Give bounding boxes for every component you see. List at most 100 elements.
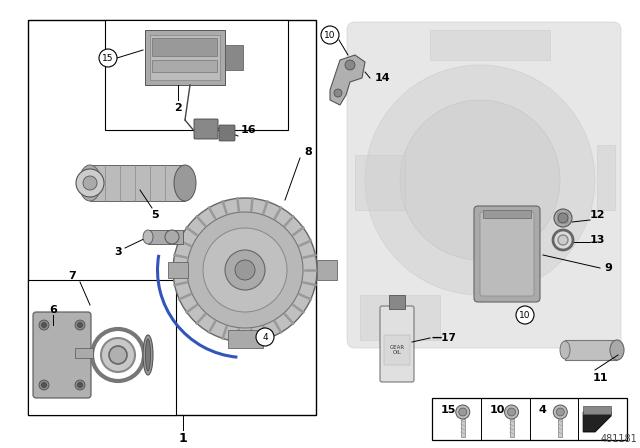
- Circle shape: [400, 100, 560, 260]
- Text: 6: 6: [49, 305, 57, 315]
- Bar: [483, 210, 531, 218]
- Bar: [152, 38, 217, 56]
- Bar: [225, 45, 243, 70]
- Text: —17: —17: [432, 333, 457, 343]
- Text: 4: 4: [262, 332, 268, 341]
- Circle shape: [99, 49, 117, 67]
- Text: 481181: 481181: [600, 434, 637, 444]
- Polygon shape: [583, 412, 611, 432]
- Bar: [317, 260, 337, 280]
- Circle shape: [203, 228, 287, 312]
- Circle shape: [321, 26, 339, 44]
- Text: 12: 12: [589, 210, 605, 220]
- Bar: [355, 155, 405, 210]
- Text: 2: 2: [174, 103, 182, 113]
- Circle shape: [42, 323, 47, 327]
- Bar: [509, 419, 513, 437]
- Circle shape: [83, 176, 97, 190]
- Ellipse shape: [143, 335, 153, 375]
- FancyBboxPatch shape: [474, 206, 540, 302]
- Circle shape: [42, 383, 47, 388]
- Bar: [558, 213, 568, 223]
- Circle shape: [334, 89, 342, 97]
- Text: 16: 16: [240, 125, 256, 135]
- Text: GEAR
OIL: GEAR OIL: [389, 345, 404, 355]
- Polygon shape: [330, 55, 365, 105]
- FancyBboxPatch shape: [380, 306, 414, 382]
- Bar: [430, 30, 550, 60]
- Text: 13: 13: [589, 235, 605, 245]
- Circle shape: [558, 213, 568, 223]
- Text: 4: 4: [538, 405, 546, 415]
- Text: 10: 10: [519, 310, 531, 319]
- FancyBboxPatch shape: [347, 22, 621, 348]
- Circle shape: [75, 320, 85, 330]
- Text: 3: 3: [114, 247, 122, 257]
- Circle shape: [101, 338, 135, 372]
- Circle shape: [173, 198, 317, 342]
- Circle shape: [235, 260, 255, 280]
- Text: 10: 10: [324, 30, 336, 39]
- Bar: [28, 20, 316, 415]
- Bar: [228, 330, 263, 348]
- Text: 11: 11: [592, 373, 608, 383]
- Bar: [148, 230, 183, 244]
- Bar: [558, 419, 563, 437]
- Ellipse shape: [174, 165, 196, 201]
- Ellipse shape: [79, 165, 101, 201]
- Bar: [150, 35, 220, 80]
- Bar: [152, 60, 217, 72]
- Circle shape: [508, 408, 516, 416]
- Circle shape: [187, 212, 303, 328]
- Ellipse shape: [165, 230, 179, 244]
- Ellipse shape: [560, 341, 570, 359]
- Circle shape: [556, 408, 564, 416]
- Text: 5: 5: [151, 210, 159, 220]
- Circle shape: [77, 383, 83, 388]
- Circle shape: [558, 235, 568, 245]
- Bar: [145, 30, 225, 85]
- Circle shape: [75, 380, 85, 390]
- Bar: [583, 406, 611, 414]
- Circle shape: [225, 250, 265, 290]
- Bar: [461, 419, 465, 437]
- Text: 15: 15: [441, 405, 456, 415]
- Text: 14: 14: [375, 73, 391, 83]
- Circle shape: [76, 169, 104, 197]
- Circle shape: [456, 405, 470, 419]
- Bar: [389, 295, 405, 309]
- Circle shape: [365, 65, 595, 295]
- Circle shape: [459, 408, 467, 416]
- FancyBboxPatch shape: [480, 212, 534, 296]
- Text: 15: 15: [102, 53, 114, 63]
- Text: 1: 1: [179, 431, 188, 444]
- Circle shape: [39, 320, 49, 330]
- Circle shape: [516, 306, 534, 324]
- FancyBboxPatch shape: [194, 119, 218, 139]
- Bar: [384, 335, 410, 365]
- Circle shape: [554, 209, 572, 227]
- Bar: [75, 348, 93, 358]
- Text: 9: 9: [604, 263, 612, 273]
- Text: 10: 10: [490, 405, 505, 415]
- Circle shape: [256, 328, 274, 346]
- FancyBboxPatch shape: [219, 125, 235, 141]
- Ellipse shape: [143, 230, 153, 244]
- Circle shape: [504, 405, 518, 419]
- Bar: [597, 145, 615, 210]
- Circle shape: [77, 323, 83, 327]
- FancyBboxPatch shape: [33, 312, 91, 398]
- Bar: [565, 340, 617, 360]
- Text: 8: 8: [304, 147, 312, 157]
- Circle shape: [39, 380, 49, 390]
- Bar: [90, 165, 185, 201]
- Ellipse shape: [610, 340, 624, 360]
- Circle shape: [345, 60, 355, 70]
- Bar: [432, 398, 627, 440]
- Ellipse shape: [145, 339, 150, 371]
- Circle shape: [553, 405, 567, 419]
- Bar: [105, 20, 288, 130]
- Circle shape: [109, 346, 127, 364]
- Text: 7: 7: [68, 271, 76, 281]
- Bar: [360, 295, 440, 340]
